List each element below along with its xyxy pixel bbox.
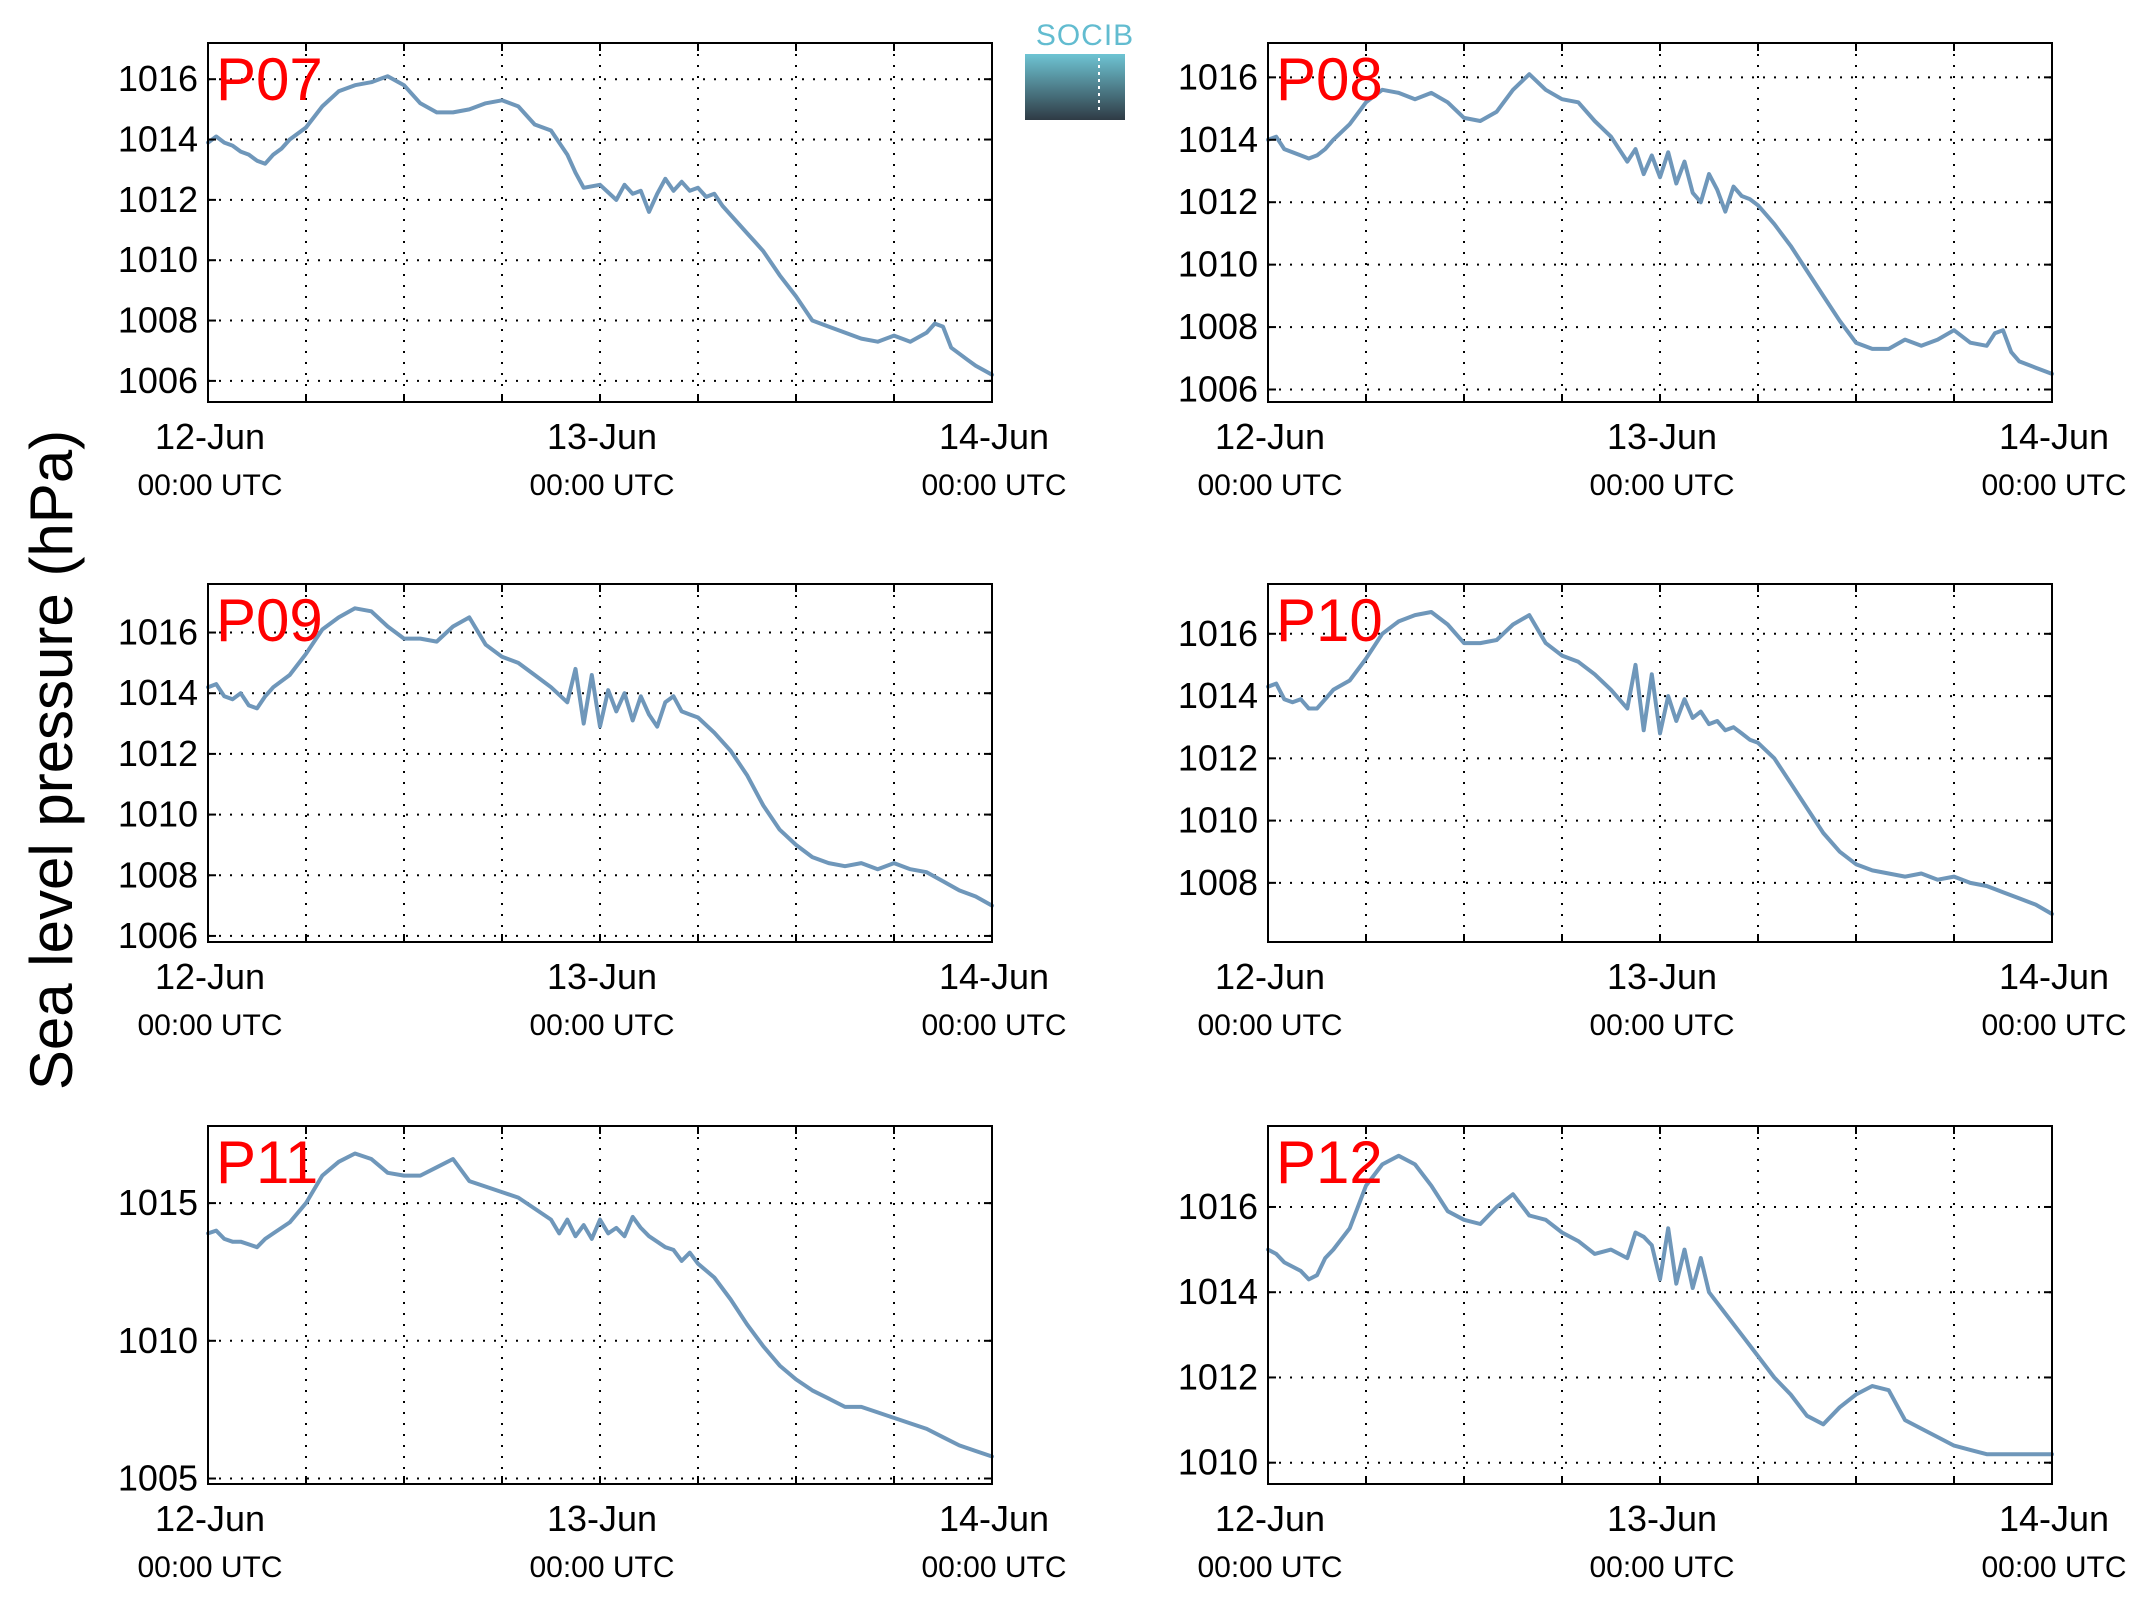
series-line — [1266, 72, 2054, 376]
y-tick-label: 1005 — [118, 1457, 198, 1498]
y-tick-label: 1014 — [1178, 119, 1258, 160]
x-tick-label: 12-Jun — [1215, 1498, 1325, 1539]
x-tick-label: 13-Jun — [1607, 956, 1717, 997]
panel-p09: 1006 1008 1010 1012 1014 1016 12-Jun 00:00 UTC 1… — [118, 583, 1067, 1042]
y-tick-label: 1006 — [118, 360, 198, 401]
x-tick-sublabel: 00:00 UTC — [137, 1551, 282, 1584]
y-tick-label: 1016 — [118, 612, 198, 653]
series-line — [206, 606, 994, 908]
x-tick-label: 13-Jun — [1607, 1498, 1717, 1539]
panel-p11: 1005 1010 1015 12-Jun 00:00 UTC 13-Jun 00:00 U… — [118, 1125, 1067, 1584]
x-tick-sublabel: 00:00 UTC — [921, 469, 1066, 502]
x-tick-sublabel: 00:00 UTC — [1197, 469, 1342, 502]
x-tick-label: 14-Jun — [1999, 956, 2109, 997]
series-line — [1266, 1153, 2054, 1457]
panel-title: P12 — [1276, 1129, 1383, 1196]
x-tick-sublabel: 00:00 UTC — [529, 1551, 674, 1584]
x-tick-sublabel: 00:00 UTC — [1981, 1551, 2126, 1584]
x-tick-sublabel: 00:00 UTC — [529, 469, 674, 502]
x-tick-sublabel: 00:00 UTC — [137, 469, 282, 502]
x-tick-sublabel: 00:00 UTC — [1981, 469, 2126, 502]
x-tick-sublabel: 00:00 UTC — [1589, 1551, 1734, 1584]
x-tick-label: 13-Jun — [1607, 416, 1717, 457]
socib-logo-block — [1025, 54, 1125, 120]
y-tick-label: 1014 — [1178, 1271, 1258, 1312]
x-tick-sublabel: 00:00 UTC — [1197, 1551, 1342, 1584]
x-tick-label: 14-Jun — [939, 956, 1049, 997]
panel-title: P11 — [216, 1129, 318, 1196]
series-line — [206, 1151, 994, 1459]
x-tick-label: 14-Jun — [939, 416, 1049, 457]
x-tick-label: 12-Jun — [1215, 416, 1325, 457]
y-tick-label: 1010 — [1178, 1442, 1258, 1483]
y-tick-label: 1014 — [118, 672, 198, 713]
panel-p08: 1006 1008 1010 1012 1014 1016 12-Jun 00:00 UTC 1… — [1178, 42, 2127, 502]
y-tick-label: 1006 — [1178, 369, 1258, 410]
x-tick-sublabel: 00:00 UTC — [921, 1551, 1066, 1584]
y-tick-label: 1014 — [118, 119, 198, 160]
panel-p12: 1010 1012 1014 1016 12-Jun 00:00 UTC 13-Jun 00:… — [1178, 1125, 2127, 1584]
x-tick-sublabel: 00:00 UTC — [137, 1009, 282, 1042]
panel-p07: 1006 1008 1010 1012 1014 1016 12-Jun 00:00 UTC 1… — [118, 42, 1067, 502]
x-tick-sublabel: 00:00 UTC — [1589, 1009, 1734, 1042]
panel-title: P09 — [216, 587, 323, 654]
x-tick-label: 14-Jun — [1999, 416, 2109, 457]
panel-title: P07 — [216, 46, 323, 113]
x-tick-label: 13-Jun — [547, 416, 657, 457]
x-tick-sublabel: 00:00 UTC — [1981, 1009, 2126, 1042]
y-tick-label: 1010 — [118, 1320, 198, 1361]
y-tick-label: 1012 — [1178, 737, 1258, 778]
x-tick-sublabel: 00:00 UTC — [921, 1009, 1066, 1042]
socib-logo-text: SOCIB — [1036, 19, 1134, 52]
y-tick-label: 1008 — [1178, 862, 1258, 903]
y-tick-label: 1010 — [118, 239, 198, 280]
y-tick-label: 1016 — [118, 58, 198, 99]
y-tick-label: 1012 — [1178, 1356, 1258, 1397]
panel-title: P10 — [1276, 587, 1383, 654]
y-tick-label: 1008 — [118, 300, 198, 341]
socib-logo: SOCIB — [1025, 19, 1134, 120]
y-tick-label: 1010 — [1178, 800, 1258, 841]
x-tick-label: 12-Jun — [155, 956, 265, 997]
x-tick-label: 12-Jun — [155, 416, 265, 457]
y-tick-label: 1016 — [1178, 613, 1258, 654]
y-tick-label: 1015 — [118, 1182, 198, 1223]
y-tick-label: 1016 — [1178, 56, 1258, 97]
x-tick-label: 12-Jun — [155, 1498, 265, 1539]
x-tick-sublabel: 00:00 UTC — [1589, 469, 1734, 502]
y-tick-label: 1010 — [1178, 244, 1258, 285]
y-tick-label: 1012 — [1178, 181, 1258, 222]
x-tick-label: 14-Jun — [1999, 1498, 2109, 1539]
y-tick-label: 1014 — [1178, 675, 1258, 716]
x-tick-sublabel: 00:00 UTC — [1197, 1009, 1342, 1042]
panel-title: P08 — [1276, 46, 1383, 113]
series-line — [1266, 610, 2054, 916]
x-tick-label: 13-Jun — [547, 1498, 657, 1539]
y-tick-label: 1010 — [118, 794, 198, 835]
y-tick-label: 1016 — [1178, 1186, 1258, 1227]
x-tick-sublabel: 00:00 UTC — [529, 1009, 674, 1042]
series-line — [206, 74, 994, 377]
y-tick-label: 1008 — [1178, 306, 1258, 347]
y-tick-label: 1012 — [118, 179, 198, 220]
panel-p10: 1008 1010 1012 1014 1016 12-Jun 00:00 UTC 13-Ju… — [1178, 583, 2127, 1042]
y-tick-label: 1008 — [118, 854, 198, 895]
y-tick-label: 1012 — [118, 733, 198, 774]
y-tick-label: 1006 — [118, 915, 198, 956]
x-tick-label: 14-Jun — [939, 1498, 1049, 1539]
x-tick-label: 13-Jun — [547, 956, 657, 997]
x-tick-label: 12-Jun — [1215, 956, 1325, 997]
y-axis-label: Sea level pressure (hPa) — [18, 430, 85, 1090]
